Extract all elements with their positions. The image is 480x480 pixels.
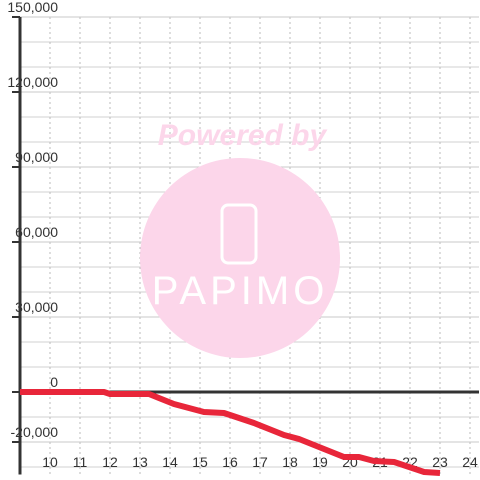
x-tick-label: 24 (462, 454, 478, 470)
x-tick-label: 14 (162, 454, 178, 470)
x-tick-label: 18 (282, 454, 298, 470)
x-tick-label: 13 (132, 454, 148, 470)
x-tick-label: 16 (222, 454, 238, 470)
x-tick-label: 17 (252, 454, 268, 470)
watermark-phone-icon (220, 203, 258, 265)
watermark-circle (140, 158, 340, 358)
x-tick-label: 19 (312, 454, 328, 470)
y-tick-label: -20,000 (11, 424, 59, 440)
y-tick-label: 0 (50, 374, 58, 390)
x-tick-label: 10 (42, 454, 58, 470)
y-tick-label: 60,000 (15, 224, 58, 240)
x-tick-label: 23 (432, 454, 448, 470)
y-tick-label: 90,000 (15, 149, 58, 165)
background-layer (20, 16, 479, 475)
y-tick-label: 120,000 (7, 74, 58, 90)
x-tick-label: 11 (73, 454, 88, 470)
data-line (20, 389, 441, 476)
y-tick-label: 150,000 (7, 0, 58, 15)
y-tick-label: 30,000 (15, 299, 58, 315)
x-tick-label: 12 (102, 454, 118, 470)
watermark-logo: PAPIMO (152, 269, 329, 313)
watermark-text: Powered by (158, 119, 328, 152)
x-tick-label: 15 (192, 454, 208, 470)
